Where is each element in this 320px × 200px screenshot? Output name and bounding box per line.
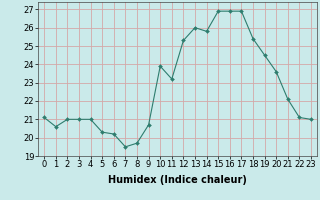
X-axis label: Humidex (Indice chaleur): Humidex (Indice chaleur) [108,175,247,185]
